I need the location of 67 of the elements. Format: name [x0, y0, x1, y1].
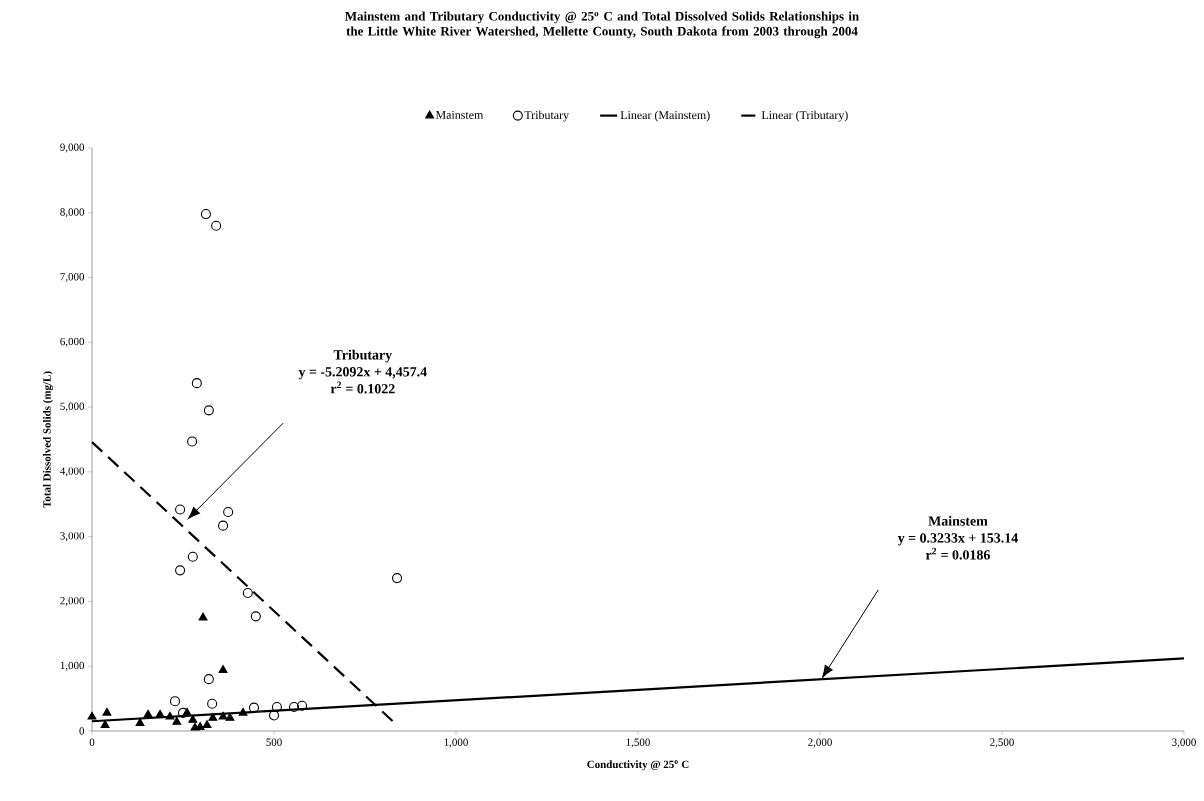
point — [187, 551, 198, 562]
x-tick-label: 2,500 — [990, 738, 1014, 748]
point — [223, 506, 234, 518]
annotation: y = -5.2092x + 4,457.4 — [298, 367, 427, 380]
point — [155, 709, 165, 718]
annotation: r$^{2}$ = 0.1022 — [330, 381, 395, 394]
point — [391, 573, 403, 584]
x-tick-label: 500 — [266, 738, 282, 746]
annotation: Mainstem — [928, 515, 988, 526]
point — [165, 711, 175, 720]
point — [187, 436, 198, 447]
point — [203, 674, 214, 685]
point — [102, 707, 112, 716]
point — [242, 587, 253, 599]
y-tick-label: 8,000 — [60, 208, 85, 218]
y-tick-label: 6,000 — [60, 337, 85, 347]
point — [218, 665, 228, 673]
y-tick-label: 7,000 — [60, 273, 85, 283]
point — [198, 612, 208, 621]
point — [211, 220, 222, 231]
point — [271, 701, 282, 713]
point — [135, 718, 145, 727]
x-tick-label: 1,000 — [444, 738, 468, 748]
point — [218, 520, 229, 531]
point — [203, 405, 214, 416]
x-tick-label: 1,500 — [626, 738, 650, 748]
annotation: r$^{2}$ = 0.0186 — [925, 547, 990, 560]
point — [208, 712, 218, 721]
y-tick-label: 4,000 — [60, 467, 85, 477]
point — [188, 714, 198, 723]
point — [200, 209, 211, 220]
y-tick-label: 5,000 — [60, 402, 85, 412]
point — [238, 707, 248, 716]
x-tick-label: 3,000 — [1172, 738, 1196, 748]
point — [225, 712, 235, 721]
point — [175, 565, 186, 576]
legend-label: Tributary — [524, 110, 570, 122]
y-tick-label: 1,000 — [60, 661, 85, 671]
y-tick-label: 9,000 — [60, 143, 85, 153]
point — [191, 378, 202, 389]
point — [288, 701, 300, 713]
point — [202, 720, 212, 728]
annotation: Tributary — [333, 349, 393, 363]
y-axis-title: Total Dissolved Solids (mg/L) — [42, 371, 53, 508]
legend-label: Linear (Tributary) — [761, 110, 848, 122]
point — [268, 710, 280, 721]
point — [175, 504, 186, 515]
y-tick-label: 2,000 — [60, 596, 85, 606]
legend-label: Linear (Mainstem) — [620, 110, 710, 122]
y-tick-label: 0 — [79, 727, 85, 735]
annotation: y = 0.3233x + 153.14 — [897, 533, 1018, 546]
x-axis-title: Conductivity @ 25$^{o}$ C — [587, 760, 689, 771]
point — [218, 711, 228, 720]
x-tick-label: 0 — [89, 738, 95, 746]
x-tick-label: 2,000 — [808, 738, 832, 748]
point — [248, 702, 260, 713]
point — [169, 696, 181, 707]
point — [296, 700, 308, 711]
point — [100, 720, 110, 728]
point — [250, 611, 261, 622]
legend-label: Mainstem — [435, 110, 484, 119]
chart-title: Mainstem and Tributary Conductivity @ 25$^{o}$ C and Total Dissolved Solids Relationships in the Little White River Watershed, Mellette County, South Dakota from 2003 through 2004 — [345, 11, 859, 39]
point — [87, 711, 97, 720]
point — [207, 698, 218, 709]
y-tick-label: 3,000 — [60, 532, 85, 542]
point — [172, 716, 182, 725]
point — [143, 709, 153, 718]
